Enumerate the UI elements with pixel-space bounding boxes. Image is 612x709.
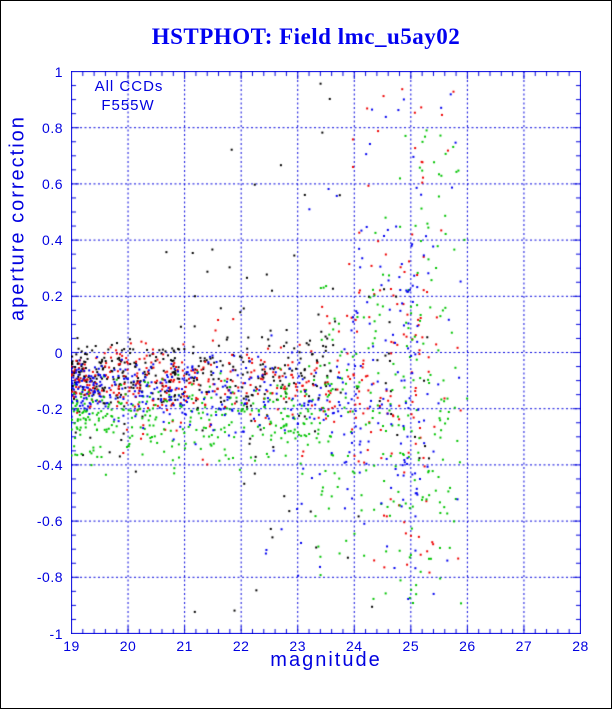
y-tick-label: 0.8 bbox=[42, 119, 63, 136]
y-tick-label: -0.8 bbox=[36, 569, 63, 586]
x-tick-label: 20 bbox=[119, 638, 137, 654]
annotation-all-ccds: All CCDs bbox=[94, 78, 164, 95]
x-tick-label: 27 bbox=[515, 638, 533, 654]
x-axis-title: magnitude bbox=[270, 649, 382, 671]
x-tick-label: 23 bbox=[289, 638, 307, 654]
y-tick-label: -0.6 bbox=[36, 513, 63, 530]
annotation-filter-f555w: F555W bbox=[101, 97, 155, 114]
x-tick-label: 22 bbox=[232, 638, 250, 654]
y-tick-label: -1 bbox=[49, 625, 63, 642]
y-tick-label: 0.6 bbox=[42, 175, 63, 192]
y-tick-label: 0.4 bbox=[42, 232, 63, 249]
x-tick-label: 24 bbox=[345, 638, 363, 654]
y-tick-label: -0.4 bbox=[36, 456, 63, 473]
page-title: HSTPHOT: Field lmc_u5ay02 bbox=[151, 24, 461, 49]
x-tick-label: 19 bbox=[63, 638, 80, 654]
x-tick-label: 28 bbox=[572, 638, 589, 654]
x-tick-label: 26 bbox=[459, 638, 476, 654]
y-tick-label: 0.2 bbox=[42, 288, 63, 305]
y-tick-label: 0 bbox=[54, 344, 63, 361]
x-tick-label: 21 bbox=[176, 638, 193, 654]
scatter-plot-canvas bbox=[71, 71, 581, 634]
y-tick-label: 1 bbox=[54, 63, 63, 80]
y-tick-label: -0.2 bbox=[36, 400, 63, 417]
x-tick-label: 25 bbox=[402, 638, 420, 654]
